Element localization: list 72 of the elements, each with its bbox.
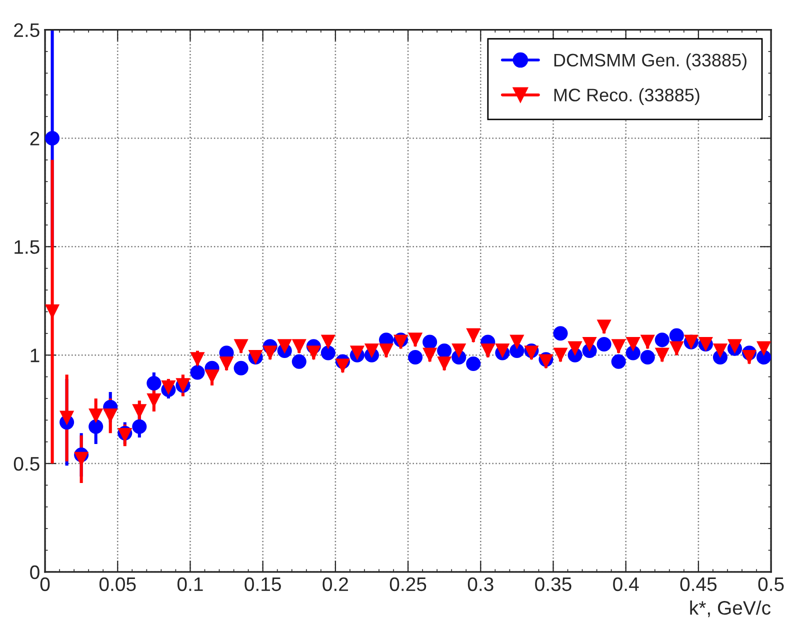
point	[146, 376, 162, 391]
point	[466, 356, 481, 372]
x-tick-label: 0.3	[468, 577, 494, 592]
point	[45, 130, 60, 146]
point	[596, 320, 612, 334]
x-tick-label: 0.35	[535, 577, 572, 592]
point	[422, 334, 438, 350]
y-tick-label: 2.5	[14, 23, 40, 38]
y-tick-label: 2	[30, 132, 40, 146]
point	[654, 348, 670, 362]
x-axis-title: k*, GeV/c	[690, 600, 771, 618]
x-tick-label: 0.5	[758, 577, 784, 592]
point	[88, 419, 104, 434]
point	[320, 334, 336, 350]
point	[437, 343, 452, 358]
point	[640, 334, 655, 350]
point	[466, 328, 481, 343]
point	[611, 354, 626, 369]
y-tick-label: 1.5	[14, 240, 40, 254]
point	[364, 343, 380, 358]
point	[611, 339, 626, 354]
x-tick-label: 0.15	[244, 577, 281, 592]
y-tick-label: 0	[30, 565, 40, 580]
point	[234, 339, 248, 354]
point	[219, 356, 234, 372]
legend-label: MC Reco. (33885)	[554, 88, 700, 105]
point	[335, 358, 350, 374]
point	[626, 336, 640, 352]
legend-label: DCMSMM Gen. (33885)	[554, 53, 746, 70]
x-tick-label: 0.4	[613, 577, 639, 592]
point	[190, 352, 205, 367]
point	[292, 354, 306, 369]
y-tick-label: 0.5	[14, 456, 40, 471]
point	[190, 365, 205, 380]
point	[568, 341, 582, 356]
point	[640, 350, 655, 365]
x-tick-label: 0.45	[680, 577, 717, 592]
point	[234, 360, 248, 376]
x-tick-label: 0.1	[177, 577, 203, 592]
point	[510, 334, 524, 350]
x-tick-label: 0	[40, 577, 50, 592]
x-tick-label: 0.2	[322, 577, 348, 592]
point	[553, 326, 568, 341]
point	[378, 343, 394, 358]
point	[60, 410, 74, 426]
point	[626, 346, 640, 360]
point	[654, 332, 670, 348]
point	[596, 336, 612, 352]
point	[408, 332, 423, 348]
point	[437, 356, 452, 372]
point	[277, 339, 292, 354]
x-tick-label: 0.05	[99, 577, 136, 592]
point	[292, 339, 306, 354]
x-tick-label: 0.25	[390, 577, 426, 592]
point	[306, 346, 321, 360]
point	[669, 341, 684, 356]
point	[669, 328, 684, 343]
point	[480, 343, 496, 358]
point	[452, 343, 466, 358]
point	[553, 348, 568, 362]
point	[422, 348, 438, 362]
point	[742, 350, 757, 365]
point	[510, 343, 524, 358]
point	[756, 341, 772, 356]
point	[262, 346, 278, 360]
point	[88, 408, 104, 424]
y-tick-label: 1	[30, 348, 40, 362]
point	[712, 343, 728, 358]
point	[408, 350, 423, 365]
point	[320, 346, 336, 360]
point	[132, 419, 147, 434]
point	[582, 336, 597, 352]
